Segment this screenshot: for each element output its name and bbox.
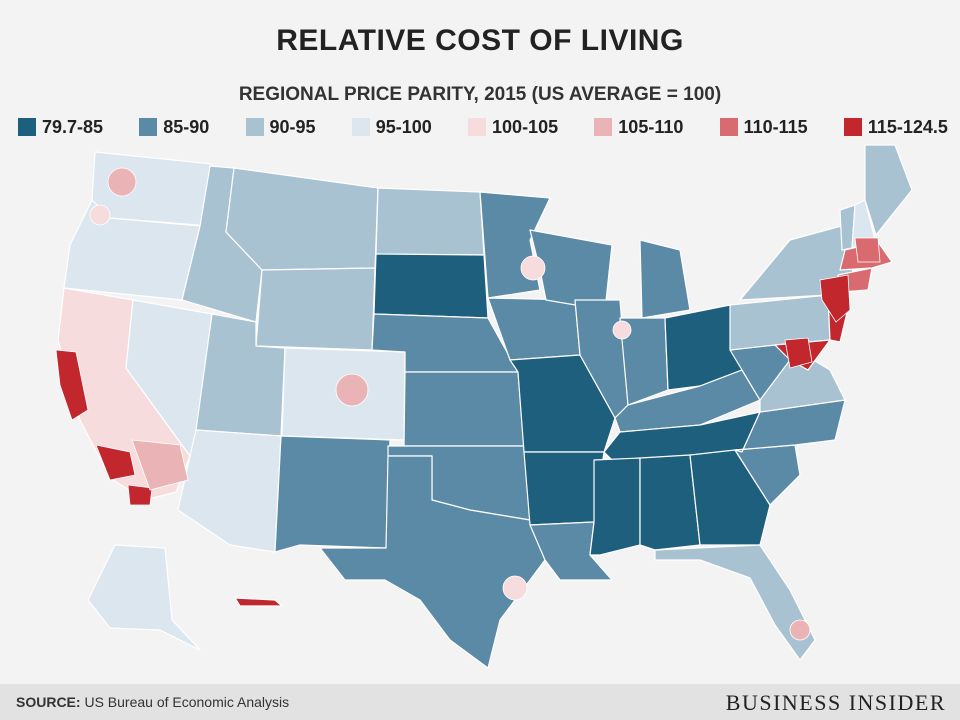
metro-new-york-city <box>819 274 851 323</box>
legend-item-2: 90-95 <box>245 116 316 138</box>
region-montana <box>225 167 379 271</box>
legend: 79.7-85 85-90 90-95 95-100 100-105 105-1… <box>18 114 948 140</box>
legend-label: 115-124.5 <box>867 116 948 137</box>
legend-label: 95-100 <box>375 116 432 137</box>
region-arizona <box>177 429 282 553</box>
legend-label: 79.7-85 <box>42 116 104 137</box>
metro-houston <box>502 575 528 601</box>
source-text: US Bureau of Economic Analysis <box>84 694 290 710</box>
metro-chicago <box>612 320 632 340</box>
region-michigan <box>639 239 691 319</box>
metro-san-francisco-bay <box>55 349 89 421</box>
metro-portland <box>89 204 111 226</box>
legend-label: 105-110 <box>618 116 684 137</box>
metro-los-angeles <box>95 444 136 481</box>
legend-item-1: 85-90 <box>139 117 209 138</box>
source-label: SOURCE: <box>16 694 81 710</box>
legend-item-3: 95-100 <box>351 116 432 138</box>
legend-item-5: 105-110 <box>594 117 683 138</box>
region-hawaii <box>234 597 283 607</box>
metro-seattle <box>107 167 137 197</box>
legend-swatch <box>351 118 370 136</box>
legend-swatch <box>594 118 613 136</box>
legend-item-6: 110-115 <box>719 116 808 138</box>
footer: SOURCE: US Bureau of Economic Analysis B… <box>0 684 960 720</box>
metro-miami <box>789 619 811 641</box>
legend-item-0: 79.7-85 <box>18 117 103 138</box>
region-kansas <box>403 371 525 447</box>
region-alaska <box>87 544 201 651</box>
region-wyoming <box>255 267 376 351</box>
region-mississippi <box>589 457 641 556</box>
legend-swatch <box>843 118 862 136</box>
legend-item-7: 115-124.5 <box>843 116 948 138</box>
region-north-dakota <box>375 187 485 256</box>
chart-subtitle: REGIONAL PRICE PARITY, 2015 (US AVERAGE … <box>238 84 722 105</box>
legend-label: 100-105 <box>492 116 559 137</box>
metro-denver <box>335 373 369 407</box>
brand-logo: BUSINESS INSIDER <box>725 690 946 715</box>
region-new-mexico <box>274 435 391 553</box>
legend-item-4: 100-105 <box>468 117 558 138</box>
legend-swatch <box>18 118 36 136</box>
metro-boston <box>854 237 881 263</box>
region-alabama <box>639 454 701 551</box>
region-arkansas <box>523 451 605 526</box>
legend-swatch <box>245 118 264 136</box>
legend-label: 85-90 <box>163 116 210 137</box>
legend-swatch <box>719 118 738 136</box>
legend-swatch <box>139 118 158 136</box>
metro-inland-empire <box>131 439 189 491</box>
chart-title: RELATIVE COST OF LIVING <box>276 24 684 57</box>
metro-san-diego <box>127 484 153 506</box>
region-florida <box>654 544 816 661</box>
us-map <box>55 144 913 669</box>
legend-label: 90-95 <box>269 116 316 137</box>
source-note: SOURCE: US Bureau of Economic Analysis <box>16 694 289 710</box>
legend-swatch <box>468 118 487 136</box>
metro-washington-dc <box>784 337 813 369</box>
region-maine <box>864 144 913 236</box>
region-south-dakota <box>373 253 489 319</box>
region-texas <box>319 455 546 669</box>
legend-label: 110-115 <box>743 116 808 137</box>
metro-minneapolis <box>520 255 546 281</box>
